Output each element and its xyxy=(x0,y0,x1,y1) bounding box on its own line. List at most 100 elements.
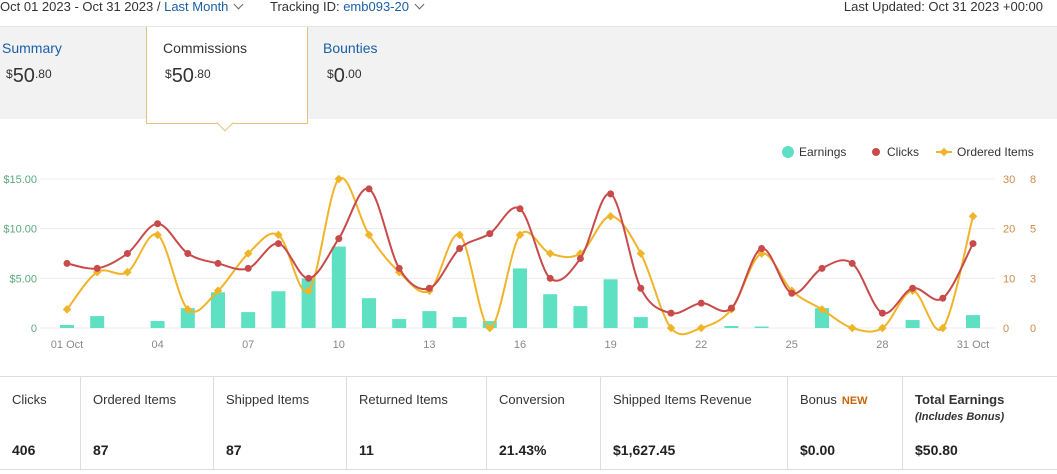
x-axis-tick: 19 xyxy=(604,339,616,351)
report-header: Oct 01 2023 - Oct 31 2023 / Last Month T… xyxy=(0,0,1057,26)
ordered-items-point xyxy=(666,323,676,333)
right-axis-items-tick: 5 xyxy=(1030,224,1036,236)
x-axis-tick: 22 xyxy=(695,339,707,351)
stat-value: 87 xyxy=(93,442,109,458)
clicks-point xyxy=(395,264,403,272)
stats-bar: Clicks 406 Ordered Items 87 Shipped Item… xyxy=(0,376,1057,470)
ordered-items-point xyxy=(183,305,193,314)
tracking-id-label: Tracking ID: xyxy=(270,0,344,14)
earnings-bar xyxy=(90,316,105,328)
ordered-items-point xyxy=(364,230,374,240)
right-axis-items-tick: 3 xyxy=(1030,273,1036,285)
earnings-bar xyxy=(60,325,74,328)
tab-bounties-label[interactable]: Bounties xyxy=(323,40,378,56)
tracking-id-selector[interactable]: Tracking ID: emb093-20 xyxy=(270,0,425,14)
clicks-point xyxy=(909,284,917,292)
ordered-items-point xyxy=(968,212,978,221)
ordered-items-point xyxy=(334,174,344,184)
clicks-point xyxy=(486,230,494,238)
earnings-bar xyxy=(392,319,407,328)
x-axis-tick: 31 Oct xyxy=(957,339,989,351)
stat-value: $0.00 xyxy=(800,442,836,458)
x-axis-tick: 28 xyxy=(876,339,888,351)
tab-bounties[interactable]: Bounties $0.00 xyxy=(307,27,467,119)
clicks-point xyxy=(758,245,766,253)
tracking-id-value[interactable]: emb093-20 xyxy=(343,0,409,14)
legend-marker xyxy=(872,148,880,156)
right-axis-clicks-tick: 20 xyxy=(1003,224,1015,236)
stat-ordered-items: Ordered Items 87 xyxy=(81,377,214,469)
earnings-bar xyxy=(271,291,286,328)
earnings-bar xyxy=(966,315,980,328)
clicks-point xyxy=(305,274,313,282)
earnings-bar xyxy=(241,312,256,328)
stat-label: Ordered Items xyxy=(93,392,177,407)
currency-symbol: $ xyxy=(327,67,334,81)
clicks-point xyxy=(637,284,645,292)
stat-value: 11 xyxy=(359,442,374,458)
x-axis-tick: 07 xyxy=(242,339,254,351)
date-separator: / xyxy=(156,0,161,14)
clicks-point xyxy=(184,250,192,257)
ordered-items-point xyxy=(938,323,948,333)
clicks-point xyxy=(818,264,826,272)
clicks-point xyxy=(939,294,947,302)
earnings-bar xyxy=(513,268,527,328)
earnings-bar xyxy=(422,311,437,328)
date-range-text: Oct 01 2023 - Oct 31 2023 xyxy=(0,0,154,14)
earnings-bar xyxy=(211,292,225,328)
stat-returned-items: Returned Items 11 xyxy=(347,377,487,469)
legend-label: Ordered Items xyxy=(957,145,1034,159)
stat-value: 87 xyxy=(226,442,242,458)
earnings-bar xyxy=(724,326,739,328)
clicks-point xyxy=(848,259,856,267)
tab-commissions[interactable]: Commissions $50.80 xyxy=(146,27,308,124)
earnings-bar xyxy=(452,317,467,328)
stat-shipped-revenue: Shipped Items Revenue $1,627.45 xyxy=(601,377,788,469)
earnings-bar xyxy=(754,326,769,328)
stat-label: Conversion xyxy=(499,392,565,407)
stat-label: Bonus NEW xyxy=(800,392,868,407)
stat-shipped-items: Shipped Items 87 xyxy=(214,377,347,469)
earnings-chart: 0 $5.00 $10.00 $15.00 0 10 20 30 0 3 5 8 01 Oct 04 07 1… xyxy=(0,118,1057,376)
right-axis-clicks-tick: 10 xyxy=(1003,273,1015,285)
clicks-point xyxy=(214,259,222,267)
clicks-point xyxy=(878,309,886,317)
clicks-point xyxy=(93,264,101,272)
ordered-items-point xyxy=(696,323,706,333)
x-axis-tick: 25 xyxy=(786,339,798,351)
clicks-point xyxy=(727,304,735,312)
chevron-down-icon[interactable] xyxy=(414,0,425,10)
stat-sublabel: (Includes Bonus) xyxy=(915,411,1005,423)
clicks-point xyxy=(697,299,705,307)
earnings-bar xyxy=(633,317,648,328)
earnings-bar xyxy=(331,246,346,328)
bonus-label: Bonus xyxy=(800,392,837,407)
clicks-point xyxy=(667,309,675,317)
stat-value: 406 xyxy=(12,442,36,458)
left-axis-tick: 0 xyxy=(31,323,37,335)
earnings-bar xyxy=(815,308,829,328)
stat-total-earnings: Total Earnings (Includes Bonus) $50.80 xyxy=(903,377,1057,469)
ordered-items-point xyxy=(153,230,162,240)
chevron-down-icon[interactable] xyxy=(233,0,244,10)
ordered-items-point xyxy=(606,212,615,221)
x-axis-tick: 13 xyxy=(423,339,435,351)
stat-label: Shipped Items xyxy=(226,392,310,407)
stat-value: 21.43% xyxy=(499,442,547,458)
right-axis-clicks-tick: 30 xyxy=(1003,174,1015,186)
ordered-items-point xyxy=(274,230,283,240)
right-axis-clicks-tick: 0 xyxy=(1003,323,1009,335)
tab-summary[interactable]: Summary $50.80 xyxy=(0,27,146,119)
amount-dollars: 50 xyxy=(171,65,194,87)
period-link[interactable]: Last Month xyxy=(164,0,229,14)
amount-dollars: 0 xyxy=(333,65,345,87)
legend-label: Clicks xyxy=(887,145,919,159)
clicks-point xyxy=(335,235,343,243)
x-axis-tick: 01 Oct xyxy=(51,339,83,351)
tab-summary-label[interactable]: Summary xyxy=(2,40,62,56)
date-range-selector[interactable]: Oct 01 2023 - Oct 31 2023 / Last Month xyxy=(0,0,244,14)
legend-label: Earnings xyxy=(799,145,846,159)
tab-commissions-label[interactable]: Commissions xyxy=(163,40,248,56)
clicks-point xyxy=(576,254,584,262)
